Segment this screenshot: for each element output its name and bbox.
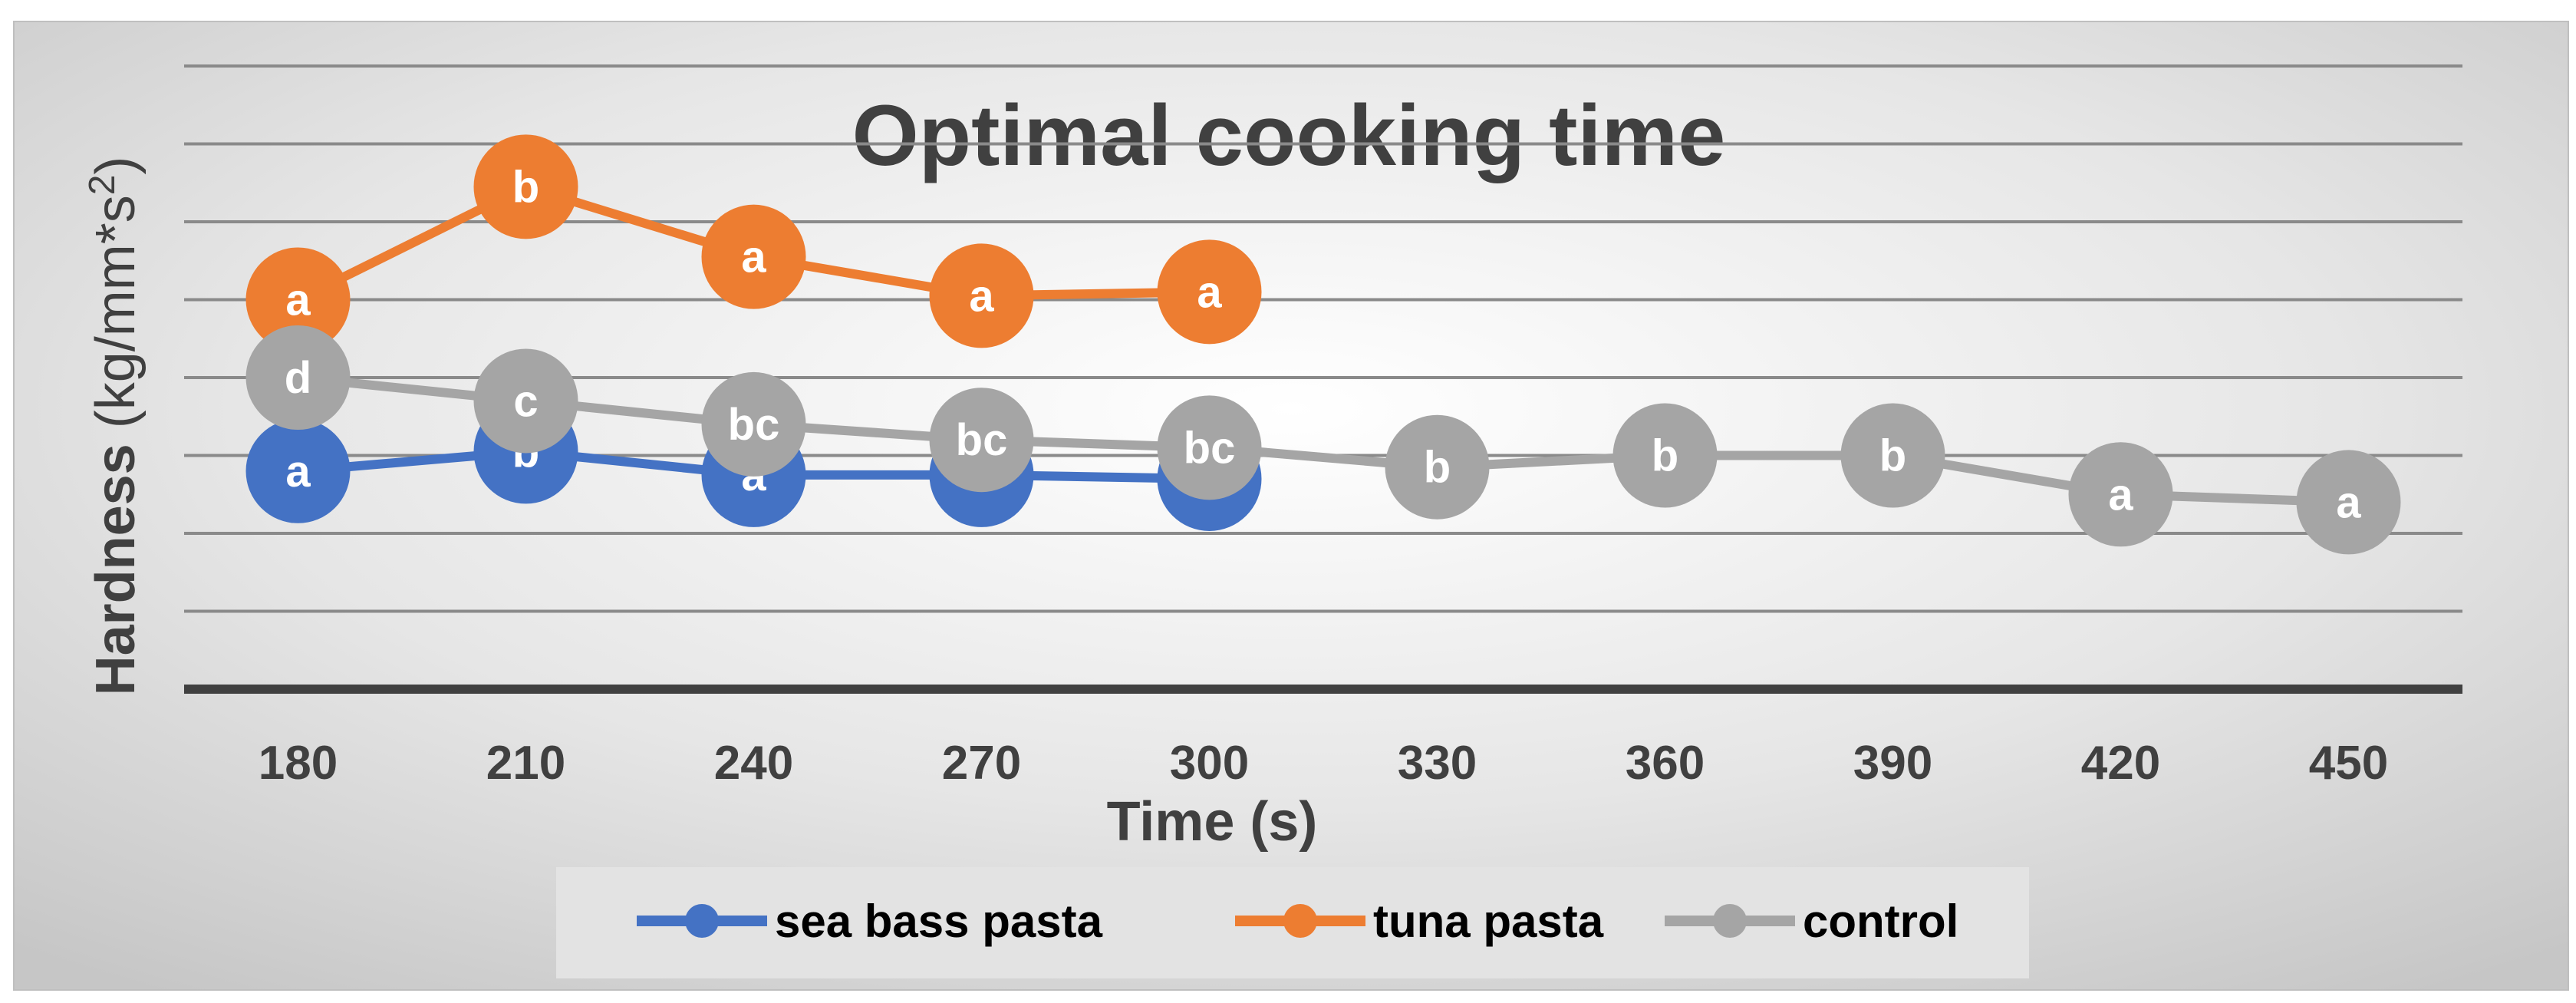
x-axis-label: Time (s) [1107,791,1318,853]
legend-swatch-marker [1283,904,1317,938]
data-label: a [285,447,311,497]
data-point [701,371,806,477]
data-point [929,243,1034,348]
y-axis-label-units: (kg/mm*s2) [82,157,147,444]
data-label: c [513,376,538,426]
data-label: b [1652,431,1678,481]
data-label: a [2336,477,2361,527]
x-tick-label: 270 [942,737,1021,790]
legend-item: sea bass pasta [637,896,1103,947]
data-point [1385,414,1490,520]
data-point [1840,403,1945,508]
legend-swatch-marker [1713,904,1747,938]
data-point [2296,450,2401,555]
legend-item: tuna pasta [1235,896,1604,947]
series-line [297,373,2349,507]
x-tick-label: 180 [259,737,338,790]
legend-label: tuna pasta [1373,896,1604,947]
series-layer: abaaaabaaadcbcbcbcbbbaa [245,134,2401,555]
series-control: d c bc bc bc b b b a a [245,325,2401,555]
data-label: bc [728,400,780,450]
series-tuna-pasta: a b a a a [245,134,1262,352]
data-point [701,204,806,309]
data-point [473,134,578,239]
data-point [929,388,1034,493]
y-axis-label: Hardness (kg/mm*s2) [82,157,147,696]
data-point [473,348,578,454]
x-tick-label: 420 [2081,737,2160,790]
legend-swatch-marker [685,904,719,938]
data-point [245,325,351,430]
legend: sea bass pasta tuna pasta control [637,896,1958,947]
data-point [245,247,351,352]
x-tick-label: 390 [1853,737,1932,790]
data-label: a [969,271,994,321]
data-point [2068,442,2173,547]
data-label: b [1879,431,1906,481]
data-label: a [2108,470,2133,520]
data-label: b [512,162,539,212]
legend-item: control [1665,896,1958,947]
data-point [1157,395,1262,500]
data-label: bc [1184,423,1236,473]
x-tick-label: 360 [1626,737,1705,790]
data-label: d [285,353,311,403]
x-tick-label: 300 [1170,737,1249,790]
data-label: a [285,275,311,325]
legend-label: control [1803,896,1958,947]
x-tick-labels: 180 210 240 270 300 330 360 390 420 450 [259,737,2388,790]
data-point [1157,239,1262,345]
data-label: b [1424,443,1451,493]
x-tick-label: 450 [2309,737,2388,790]
legend-label: sea bass pasta [775,896,1103,947]
data-point [245,418,351,523]
chart-title: Optimal cooking time [852,87,1726,183]
x-tick-label: 330 [1398,737,1477,790]
data-label: a [741,233,766,282]
gridlines [184,64,2462,613]
x-tick-label: 240 [714,737,793,790]
x-tick-label: 210 [486,737,565,790]
data-label: bc [956,415,1008,465]
data-label: a [1197,267,1222,317]
data-point [1612,403,1718,508]
y-axis-label-superscript: 2 [82,175,123,196]
